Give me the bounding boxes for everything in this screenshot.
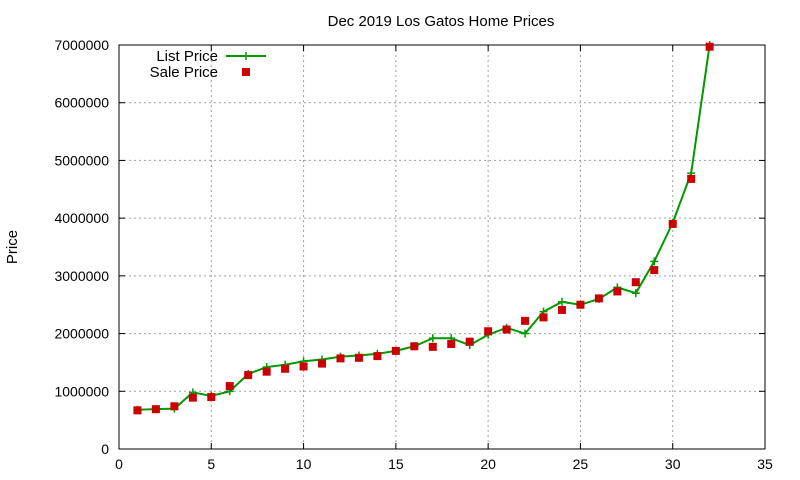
sale-price-point [281,364,290,373]
sale-price-point [650,266,659,275]
sale-price-point [539,313,548,322]
sale-price-point [244,371,253,380]
x-tick-label: 25 [573,456,589,472]
sale-price-point [521,316,530,325]
grid-lines [119,45,765,449]
y-tick-label: 5000000 [54,152,109,168]
list-price-point [521,329,530,338]
sale-price-point [613,287,622,296]
sale-price-point [502,325,511,334]
legend-label-sale-price: Sale Price [150,64,218,81]
sale-price-point [410,342,419,351]
sale-price-point [373,352,382,361]
y-axis-label: Price [4,230,21,264]
sale-price-point [354,353,363,362]
x-axis-ticks: 0 5 10 15 20 25 30 35 [115,45,773,472]
sale-price-point [207,393,216,402]
sale-price-point [428,342,437,351]
sale-price-point [391,346,400,355]
x-tick-label: 10 [296,456,312,472]
y-tick-label: 1000000 [54,383,109,399]
sale-price-point [133,406,142,415]
x-tick-label: 15 [388,456,404,472]
series-layer [133,41,714,415]
list-price-point [428,334,437,343]
sale-price-point [225,382,234,391]
sale-price-point [687,174,696,183]
y-tick-label: 6000000 [54,95,109,111]
sale-price-point [299,362,308,371]
sale-price-point [151,405,160,414]
sale-price-point [576,300,585,309]
sale-price-point [465,337,474,346]
x-tick-label: 0 [115,456,123,472]
y-axis-ticks: 0 1000000 2000000 3000000 4000000 5000000 6000… [54,37,765,457]
sale-price-point [631,278,640,287]
list-price-point [650,257,659,266]
sale-price-point [262,367,271,376]
sale-price-point [594,294,603,303]
sale-price-point [705,42,714,51]
y-tick-label: 3000000 [54,268,109,284]
x-tick-label: 30 [665,456,681,472]
list-price-point [631,289,640,298]
plot-frame [118,44,766,450]
sale-price-point [668,219,677,228]
sale-price-point [188,393,197,402]
legend-swatches [226,52,266,76]
list-price-point [557,297,566,306]
chart-title: Dec 2019 Los Gatos Home Prices [328,13,555,30]
sale-price-point [336,354,345,363]
y-tick-label: 2000000 [54,326,109,342]
legend: List Price Sale Price [150,48,266,81]
sale-price-point [447,339,456,348]
sale-price-point [557,305,566,314]
series-line-list-price [137,44,711,411]
x-tick-label: 20 [480,456,496,472]
y-tick-label: 7000000 [54,37,109,53]
legend-label-list-price: List Price [156,48,218,65]
y-tick-label: 4000000 [54,210,109,226]
sale-price-point [484,327,493,336]
sale-price-point [318,359,327,368]
x-tick-label: 5 [207,456,215,472]
legend-swatch-sale-price [242,68,250,76]
y-tick-label: 0 [101,441,109,457]
sale-price-point [170,402,179,411]
x-tick-label: 35 [757,456,773,472]
